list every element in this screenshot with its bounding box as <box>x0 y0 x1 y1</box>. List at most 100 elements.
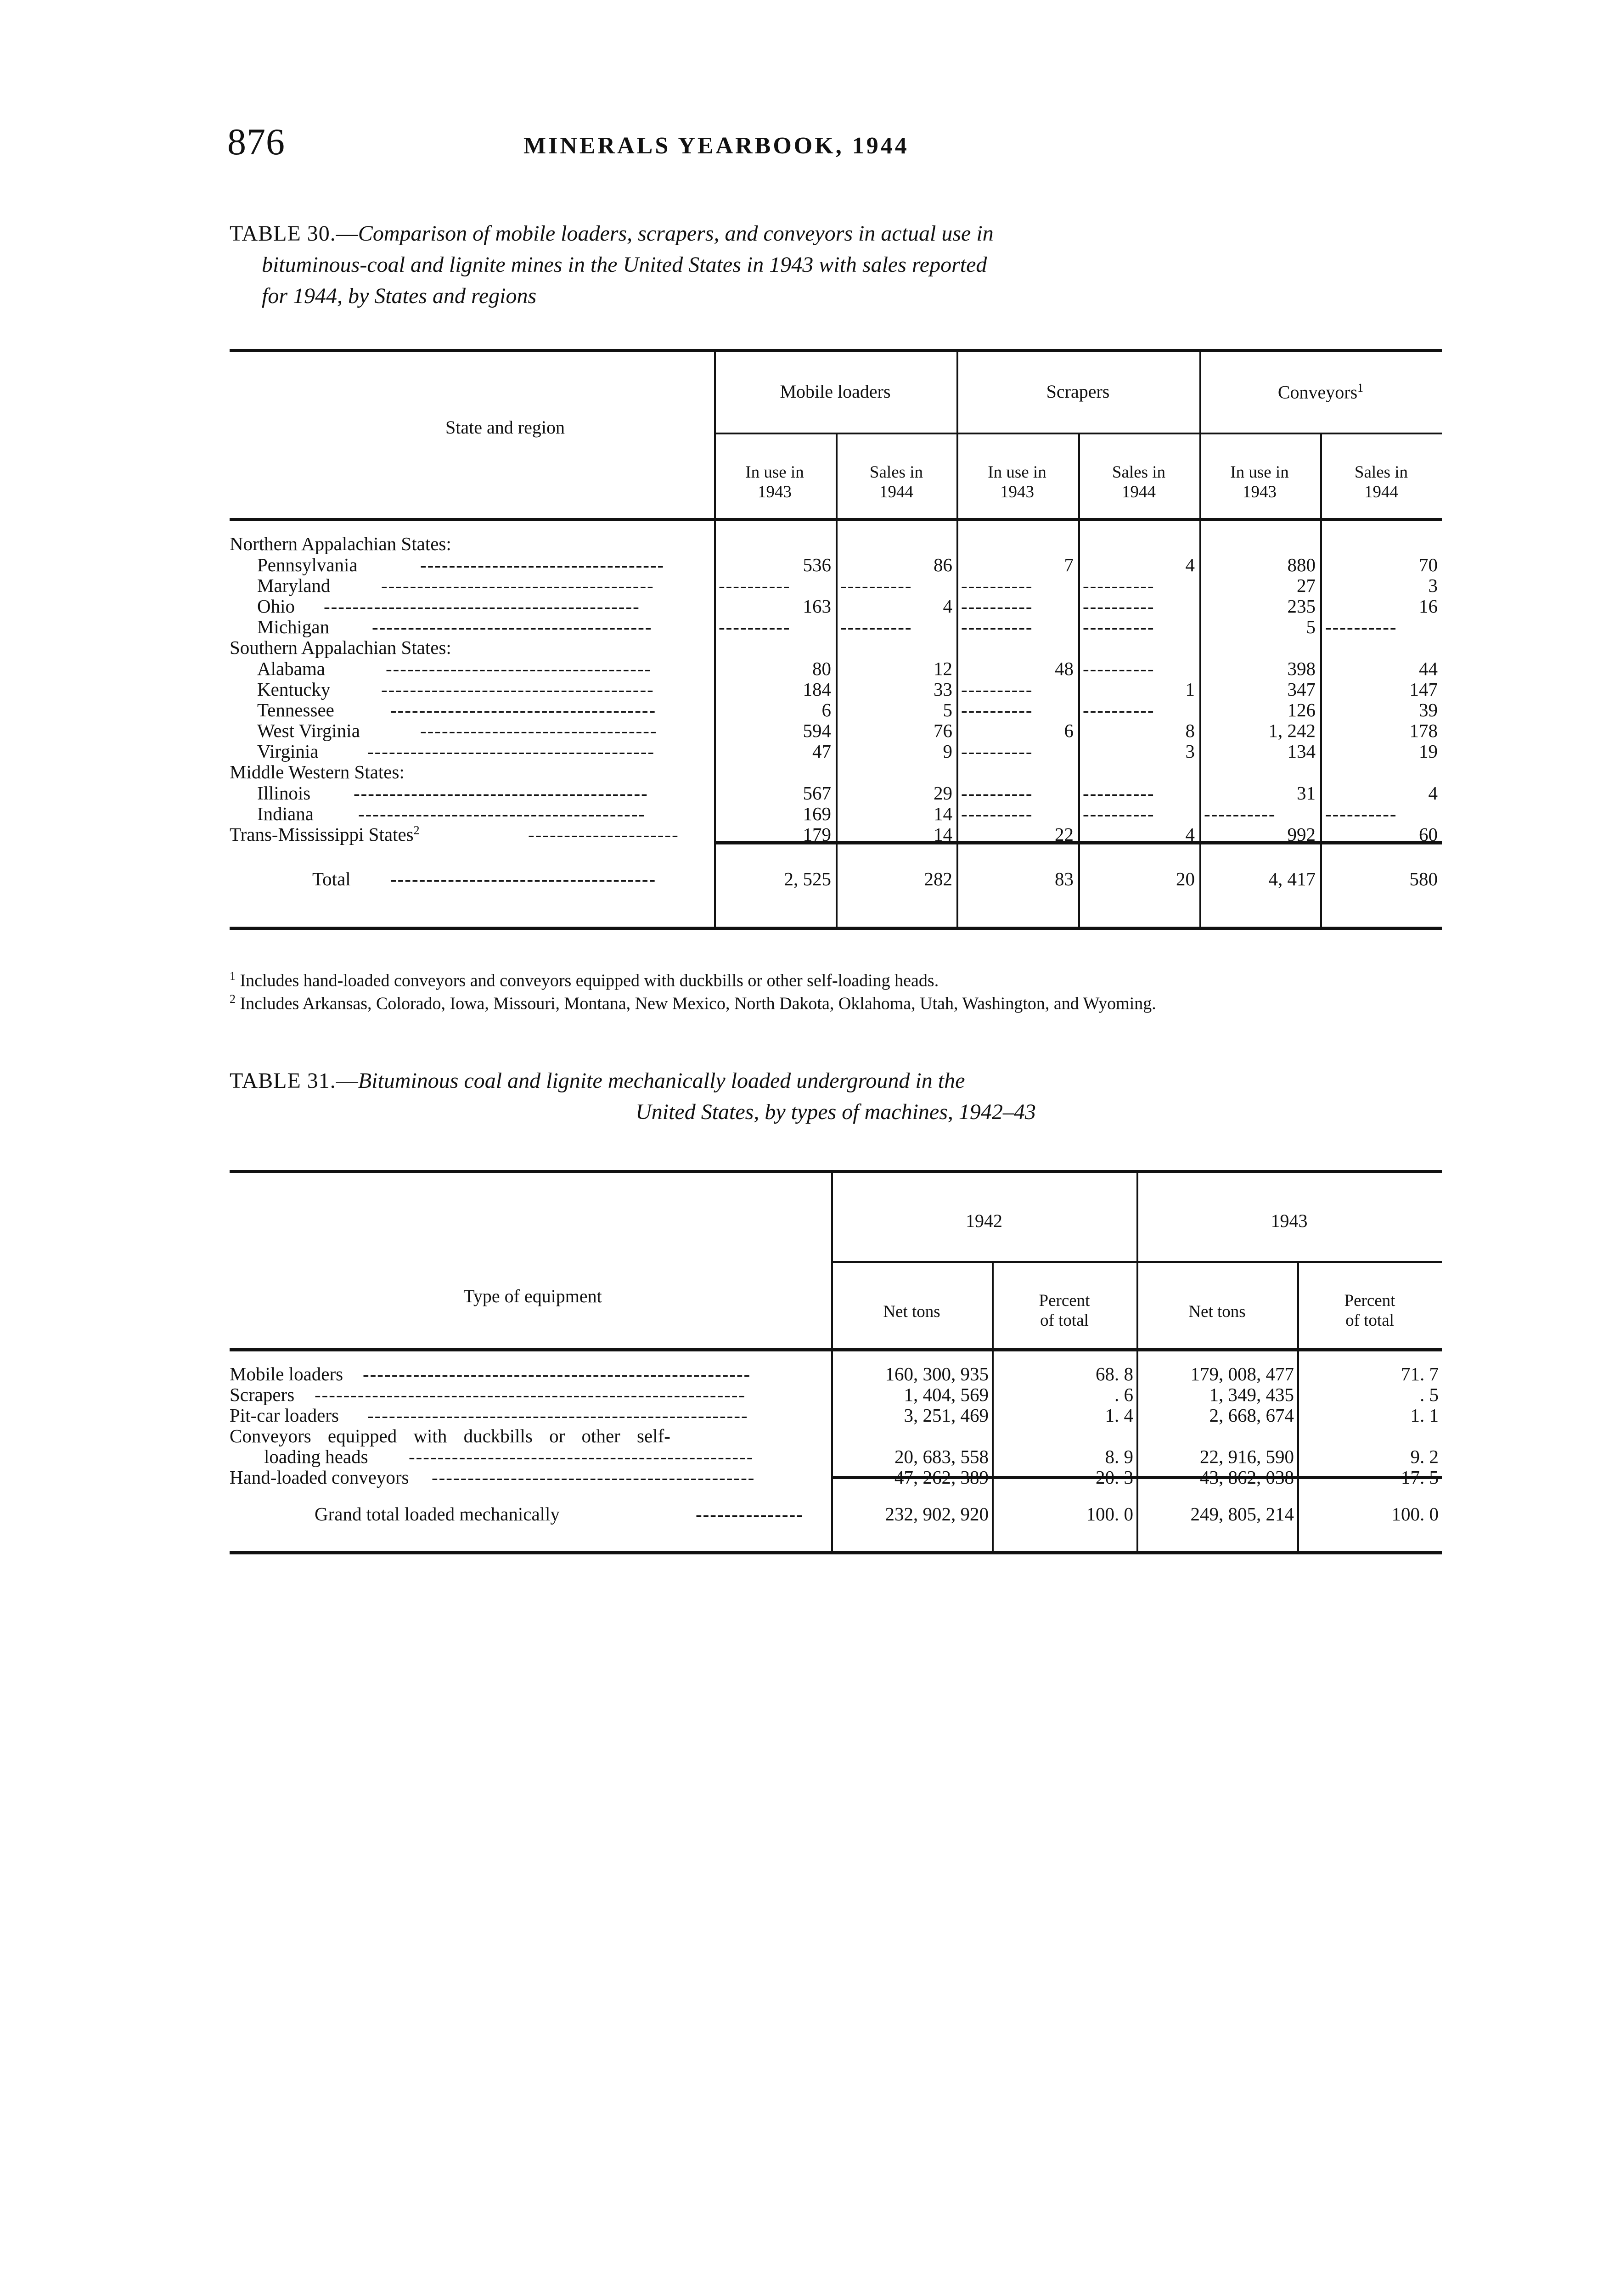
table30: State and region Mobile loaders Scrapers… <box>230 349 1442 951</box>
table31-cell: 17. 5 <box>1401 1467 1439 1488</box>
table30-dash-cell: ---------- <box>1325 803 1397 824</box>
table30-subheader-ml-inuse: In use in 1943 <box>745 463 804 501</box>
table31-cell: 9. 2 <box>1410 1446 1439 1467</box>
table31-total-cell: 100. 0 <box>1391 1503 1439 1525</box>
table30-leader-dots: ----------------------------------------… <box>354 782 648 804</box>
table31-vline-4 <box>1297 1261 1299 1551</box>
table30-total-cell: 20 <box>1176 868 1195 889</box>
table30-dash-cell: ---------- <box>1083 658 1155 679</box>
table31-caption-line1: Bituminous coal and lignite mechanically… <box>358 1069 965 1093</box>
table30-row-label: Trans-Mississippi States2 <box>230 823 420 845</box>
table30-row-label: Virginia <box>257 741 319 762</box>
table30-caption-line1: Comparison of mobile loaders, scrapers, … <box>358 221 994 246</box>
table30-cell: 184 <box>803 679 832 700</box>
table30-leader-dots: ------------------------------------- <box>386 658 652 679</box>
table30-cell: 536 <box>803 554 832 575</box>
table30-total-cell: 2, 525 <box>784 868 832 889</box>
table31-subheader-1943-percent: Percent of total <box>1344 1291 1395 1330</box>
table30-dash-cell: ---------- <box>719 575 791 596</box>
table31-cell: 20. 3 <box>1096 1467 1133 1488</box>
table30-cell: 880 <box>1287 554 1316 575</box>
table31-cell: 1, 349, 435 <box>1209 1384 1294 1405</box>
table30-subheader-sc-sales: Sales in 1944 <box>1112 463 1166 501</box>
table30-row-label: Tennessee <box>257 699 334 720</box>
table30-row-label: West Virginia <box>257 720 360 741</box>
table30-cell: 80 <box>812 658 831 679</box>
table30-leader-dots: ---------------------------------------- <box>367 741 655 762</box>
table30-vline-5 <box>1199 349 1201 927</box>
table31-caption-line2: United States, by types of machines, 194… <box>636 1100 1036 1125</box>
running-title: MINERALS YEARBOOK, 1944 <box>523 133 909 159</box>
table30-dash-cell: ---------- <box>1083 782 1155 804</box>
table30-caption-number: TABLE 30. <box>230 221 336 246</box>
table30-leader-dots: -------------------------------------- <box>381 679 654 700</box>
table30-subheader-sc-inuse: In use in 1943 <box>988 463 1046 501</box>
table30-dash-cell: ---------- <box>1083 803 1155 824</box>
table30-dash-cell: ---------- <box>961 782 1033 804</box>
table31-subheader-1943-net-tons: Net tons <box>1188 1302 1246 1321</box>
table30-vline-1 <box>714 349 716 927</box>
table30-cell: 1 <box>1185 679 1195 700</box>
table30-dash-cell: ---------- <box>1204 803 1276 824</box>
table31-total-cell: 232, 902, 920 <box>885 1503 989 1525</box>
running-head: 876 MINERALS YEARBOOK, 1944 <box>0 121 1620 165</box>
table30-dash-cell: ---------- <box>1083 616 1155 637</box>
table31-leader-dots: ----------------------------------------… <box>315 1384 746 1405</box>
table30-dash-cell: ---------- <box>961 575 1033 596</box>
footnote-text-1: Includes hand-loaded conveyors and conve… <box>240 971 939 990</box>
table30-cell: 12 <box>934 658 952 679</box>
table30-dash-cell: ---------- <box>840 616 912 637</box>
trans-mississippi-footnote-marker: 2 <box>413 823 420 837</box>
table30-total-rule-top <box>714 841 1442 844</box>
table30-row-label: Indiana <box>257 803 314 824</box>
table31-total-cell: 249, 805, 214 <box>1190 1503 1294 1525</box>
table30-vline-2 <box>836 433 838 927</box>
table30-row-label: Illinois <box>257 782 311 804</box>
table30-leader-dots: --------------------------------- <box>420 720 658 741</box>
table30-cell: 14 <box>934 803 952 824</box>
table30-cell: 4 <box>1185 824 1195 845</box>
table30-cell: 178 <box>1409 720 1438 741</box>
table31-cell: 179, 008, 477 <box>1190 1363 1294 1384</box>
table31-leader-dots: ----------------------------------------… <box>409 1446 754 1467</box>
table30-subheader-cv-sales: Sales in 1944 <box>1354 463 1408 501</box>
table31-cell: 160, 300, 935 <box>885 1363 989 1384</box>
table31-cell: 22, 916, 590 <box>1200 1446 1294 1467</box>
table30-vline-3 <box>956 349 958 927</box>
table30-cell: 4 <box>1185 554 1195 575</box>
table30-cell: 4 <box>1428 782 1438 804</box>
table30-cell: 5 <box>1306 616 1316 637</box>
table30-dash-cell: ---------- <box>961 616 1033 637</box>
table31-cell: 71. 7 <box>1401 1363 1439 1384</box>
table30-dash-cell: ---------- <box>1083 575 1155 596</box>
table30-leader-dots: ---------------------------------- <box>420 554 665 575</box>
table31-vline-3 <box>1136 1170 1138 1551</box>
table30-footnote-2: 2 Includes Arkansas, Colorado, Iowa, Mis… <box>230 991 1469 1016</box>
table31-cell: 1. 1 <box>1410 1405 1439 1426</box>
table30-group-header-conveyors: Conveyors1 <box>1277 381 1364 403</box>
table30-leader-dots: ---------------------------------------- <box>358 803 646 824</box>
table30-row-label: Southern Appalachian States: <box>230 637 451 658</box>
table31-cell: 1. 4 <box>1105 1405 1134 1426</box>
table31-leader-dots: ----------------------------------------… <box>363 1363 751 1384</box>
table31-subheader-1942-net-tons: Net tons <box>883 1302 940 1321</box>
conveyors-footnote-marker: 1 <box>1357 381 1364 394</box>
table30-cell: 594 <box>803 720 832 741</box>
table30-caption-line2: bituminous-coal and lignite mines in the… <box>262 253 987 277</box>
table30-vline-6 <box>1320 433 1322 927</box>
table31-cell: 20, 683, 558 <box>894 1446 989 1467</box>
table30-row-label: Michigan <box>257 616 330 637</box>
table30-total-cell: 4, 417 <box>1268 868 1316 889</box>
table30-cell: 3 <box>1185 741 1195 762</box>
table31-cell: . 6 <box>1114 1384 1133 1405</box>
table30-leader-dots: -------------------------------------- <box>381 575 654 596</box>
page-folio: 876 <box>227 121 285 163</box>
table31-stub-header: Type of equipment <box>463 1286 602 1306</box>
table31-row-label: Hand-loaded conveyors <box>230 1467 409 1488</box>
table30-leader-dots: --------------------------------------- <box>372 616 652 637</box>
table30-dash-cell: ---------- <box>1083 699 1155 720</box>
table31-cell: 1, 404, 569 <box>904 1384 989 1405</box>
table30-top-rule <box>230 349 1442 352</box>
table30-cell: 169 <box>803 803 832 824</box>
